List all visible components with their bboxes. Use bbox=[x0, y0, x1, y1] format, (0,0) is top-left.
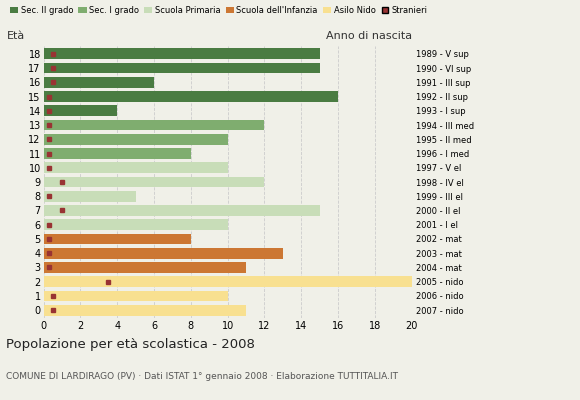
Bar bbox=[44, 191, 136, 202]
Bar bbox=[44, 234, 191, 244]
Bar bbox=[44, 106, 117, 116]
Text: COMUNE DI LARDIRAGO (PV) · Dati ISTAT 1° gennaio 2008 · Elaborazione TUTTITALIA.: COMUNE DI LARDIRAGO (PV) · Dati ISTAT 1°… bbox=[6, 372, 398, 381]
Bar bbox=[44, 63, 320, 74]
Bar bbox=[44, 48, 320, 59]
Bar bbox=[44, 162, 227, 173]
Bar bbox=[44, 91, 338, 102]
Bar bbox=[44, 120, 264, 130]
Bar bbox=[44, 148, 191, 159]
Bar bbox=[44, 305, 246, 316]
Bar bbox=[44, 248, 283, 258]
Bar bbox=[44, 177, 264, 187]
Bar bbox=[44, 134, 227, 145]
Bar bbox=[44, 276, 412, 287]
Text: Popolazione per età scolastica - 2008: Popolazione per età scolastica - 2008 bbox=[6, 338, 255, 351]
Bar bbox=[44, 205, 320, 216]
Text: Anno di nascita: Anno di nascita bbox=[326, 30, 412, 40]
Text: Età: Età bbox=[7, 30, 25, 40]
Bar bbox=[44, 262, 246, 273]
Bar bbox=[44, 290, 227, 301]
Bar bbox=[44, 77, 154, 88]
Legend: Sec. II grado, Sec. I grado, Scuola Primaria, Scuola dell'Infanzia, Asilo Nido, : Sec. II grado, Sec. I grado, Scuola Prim… bbox=[10, 6, 427, 15]
Bar bbox=[44, 219, 227, 230]
